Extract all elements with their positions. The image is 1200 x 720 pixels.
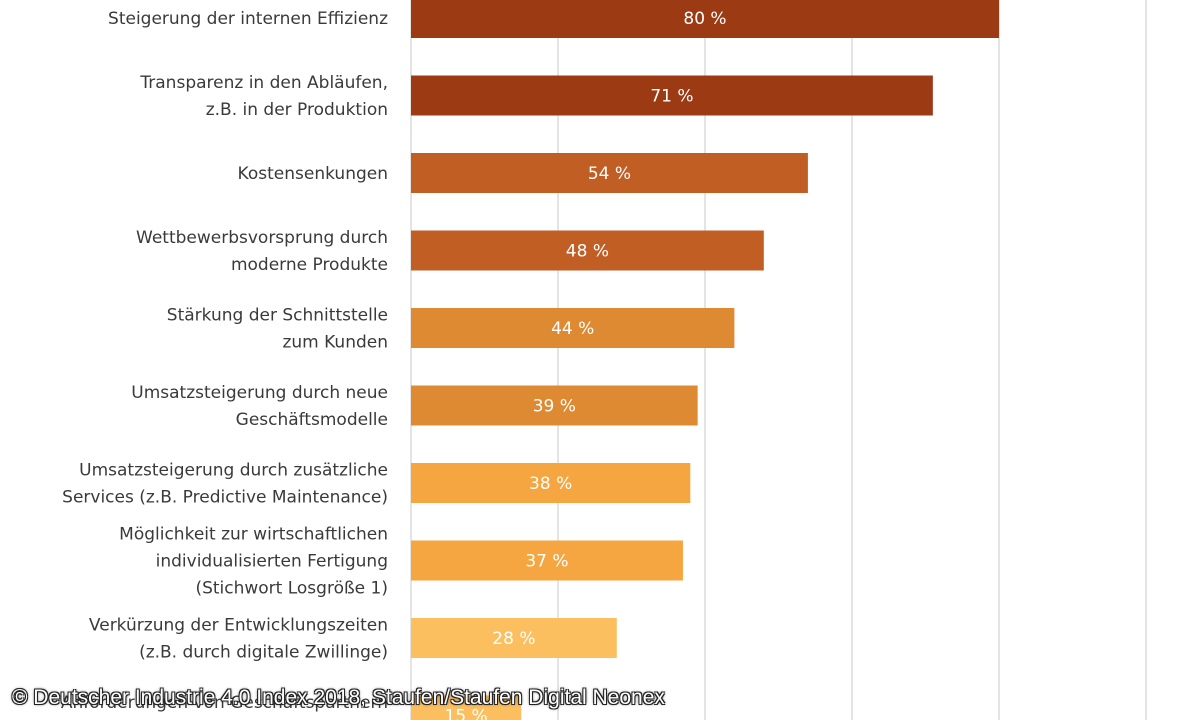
bar-6 xyxy=(411,385,698,426)
value-label-10: 15 % xyxy=(445,707,488,720)
bar-7 xyxy=(411,463,691,503)
value-label-3: 54 % xyxy=(588,164,631,184)
category-label-9: Verkürzung der Entwicklungszeiten (z.B. d… xyxy=(89,616,388,663)
category-label-1: Steigerung der internen Effizienz xyxy=(108,9,388,29)
value-label-2: 71 % xyxy=(650,87,693,107)
category-label-6: Umsatzsteigerung durch neue Geschäftsmode… xyxy=(131,383,388,430)
category-labels: Steigerung der internen Effizienz Transpa… xyxy=(61,9,388,720)
bar-1 xyxy=(411,0,999,38)
bar-3 xyxy=(411,153,808,193)
value-label-7: 38 % xyxy=(529,474,572,494)
category-label-4: Wettbewerbsvorsprung durch moderne Produk… xyxy=(136,228,388,275)
value-label-8: 37 % xyxy=(525,552,568,572)
category-label-7: Umsatzsteigerung durch zusätzliche Servic… xyxy=(62,461,388,508)
gridlines xyxy=(410,0,1147,720)
category-label-3: Kostensenkungen xyxy=(238,164,388,184)
bar-5 xyxy=(411,308,735,348)
bar-2 xyxy=(411,75,933,116)
value-label-6: 39 % xyxy=(533,397,576,417)
category-label-5: Stärkung der Schnittstelle zum Kunden xyxy=(167,306,388,353)
value-label-9: 28 % xyxy=(492,629,535,649)
bar-9 xyxy=(411,618,617,658)
value-label-4: 48 % xyxy=(566,242,609,262)
bars xyxy=(411,0,999,720)
value-label-1: 80 % xyxy=(683,9,726,29)
copyright-credit: © Deutscher Industrie 4.0 Index 2018, St… xyxy=(12,686,665,709)
category-label-10: Anforderungen von Geschäftspartnern(z.B.… xyxy=(61,693,388,720)
value-labels: 80 % 71 % 54 % 48 % 44 % 39 % 38 % 37 % 28 % 15 % xyxy=(445,9,727,720)
bar-8 xyxy=(411,540,683,581)
value-label-5: 44 % xyxy=(551,319,594,339)
bar-4 xyxy=(411,230,764,271)
category-label-8: Möglichkeit zur wirtschaftlichen individu… xyxy=(119,525,388,599)
bar-10 xyxy=(411,695,522,720)
category-label-2: Transparenz in den Abläufen, z.B. in der … xyxy=(139,73,388,120)
